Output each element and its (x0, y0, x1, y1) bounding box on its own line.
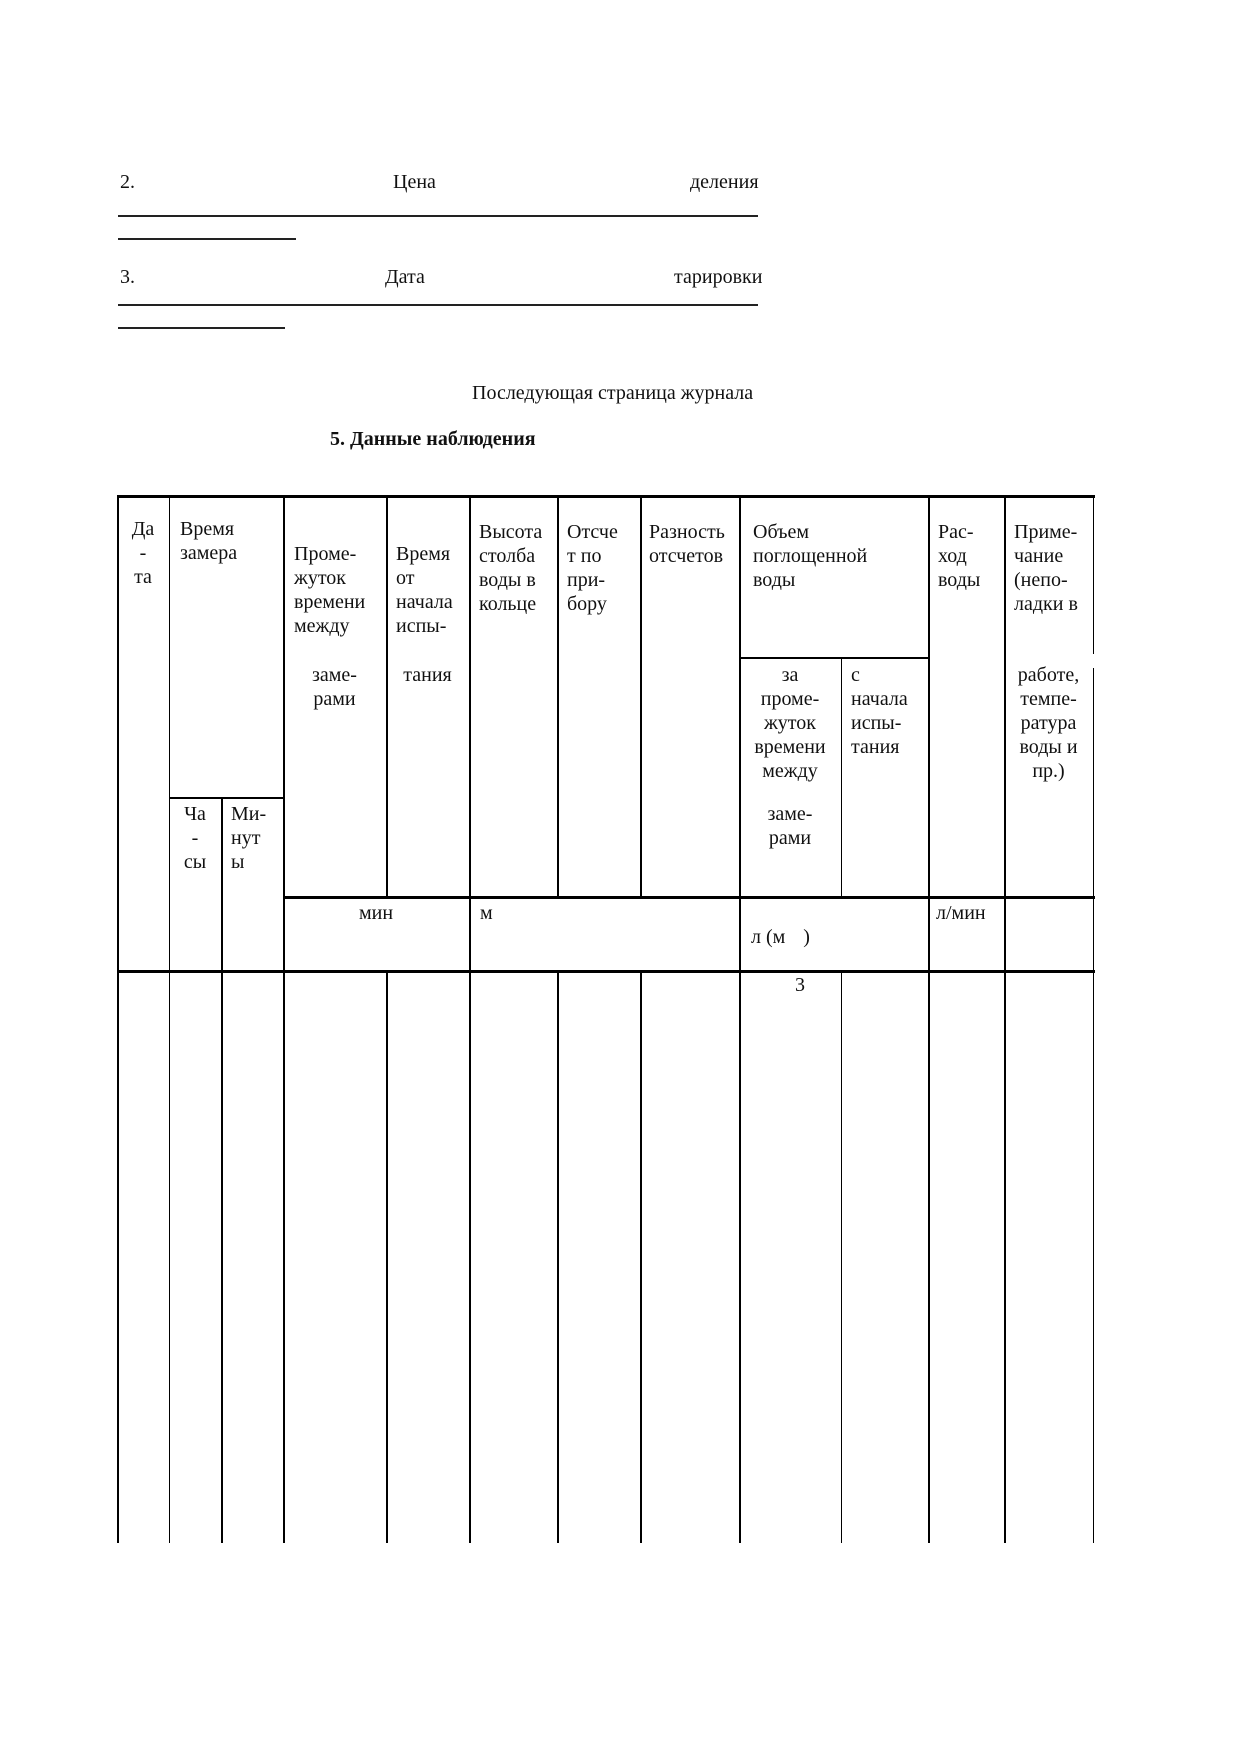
header-water-column-height: Высота столба воды в кольце (479, 521, 543, 615)
grid-line-interval-fromstart-body (386, 971, 388, 1543)
table-body-empty-rows (117, 973, 1094, 1543)
table-right-border-bottom (1093, 668, 1094, 1543)
header-time-of-measurement: Время замера (180, 518, 238, 564)
item2-blank-line-short (118, 238, 296, 240)
body-top-line (117, 970, 1095, 973)
header-date: Да - та (131, 518, 155, 588)
grid-line-flow-note (1004, 495, 1006, 1543)
item2-label-word2: деления (690, 171, 759, 193)
grid-line-reading-difference (640, 495, 642, 898)
header-minutes: Ми- нут ы (231, 803, 267, 873)
grid-line-difference-volume (739, 495, 741, 1543)
section-heading: 5. Данные наблюдения (330, 428, 536, 450)
unit-volume-liters-line1: л (м) (751, 926, 810, 948)
grid-line-interval-fromstart (386, 495, 388, 898)
item3-blank-line (118, 304, 758, 306)
unit-meters: м (480, 902, 493, 924)
grid-line-reading-difference-body (640, 971, 642, 1543)
header-interval-between: Проме- жуток времени между (294, 543, 366, 637)
grid-line-date-time (169, 495, 170, 1543)
grid-line-height-reading (557, 495, 559, 898)
header-time-from-start-cont: тания (403, 664, 452, 686)
volume-subheader-divider (739, 657, 930, 659)
unit-minutes: мин (358, 902, 394, 924)
item3-number: 3. (120, 266, 135, 288)
header-water-flow: Рас- ход воды (938, 521, 981, 591)
page-subtitle: Последующая страница журнала (472, 382, 754, 404)
header-volume-per-interval: за проме- жуток времени между (754, 664, 826, 782)
item3-label-word2: тарировки (674, 266, 763, 288)
unit-volume-superscript: 3 (795, 974, 805, 996)
grid-line-fromstart-height (469, 495, 471, 1543)
unit-liters-per-minute: л/мин (936, 902, 986, 924)
item2-blank-line (118, 215, 758, 217)
item3-blank-line-short (118, 327, 285, 329)
grid-line-height-reading-body (557, 971, 559, 1543)
grid-line-volume-subcolumns-body (841, 971, 842, 1543)
header-note-cont: работе, темпе- ратура воды и пр.) (1017, 664, 1080, 782)
header-readings-difference: Разность отсчетов (649, 521, 725, 567)
hours-minutes-divider (169, 797, 284, 799)
header-absorbed-volume: Объем поглощенной воды (753, 521, 868, 591)
item3-label-word1: Дата (385, 266, 425, 288)
unit-volume-liters: л (м) 3 (751, 901, 810, 1021)
table-left-border (117, 495, 119, 1543)
header-hours: Ча - сы (183, 803, 207, 873)
grid-line-volume-subcolumns (841, 658, 842, 899)
grid-line-volume-flow (928, 495, 930, 1543)
table-top-border (117, 495, 1095, 498)
table-right-border-top (1093, 495, 1094, 654)
item2-label-word1: Цена (393, 171, 436, 193)
item2-number: 2. (120, 171, 135, 193)
header-note: Приме- чание (непо- ладки в (1014, 521, 1078, 615)
units-row-top-line (283, 896, 1095, 899)
grid-line-hours-minutes (221, 798, 223, 1543)
header-volume-per-interval-cont: заме- рами (767, 803, 813, 849)
header-volume-from-start: с начала испы- тания (851, 664, 908, 758)
header-interval-between-cont: заме- рами (312, 664, 357, 710)
header-device-reading: Отсче т по при- бору (567, 521, 618, 615)
header-time-from-start: Время от начала испы- (396, 543, 453, 637)
grid-line-minutes-interval (283, 495, 285, 1543)
